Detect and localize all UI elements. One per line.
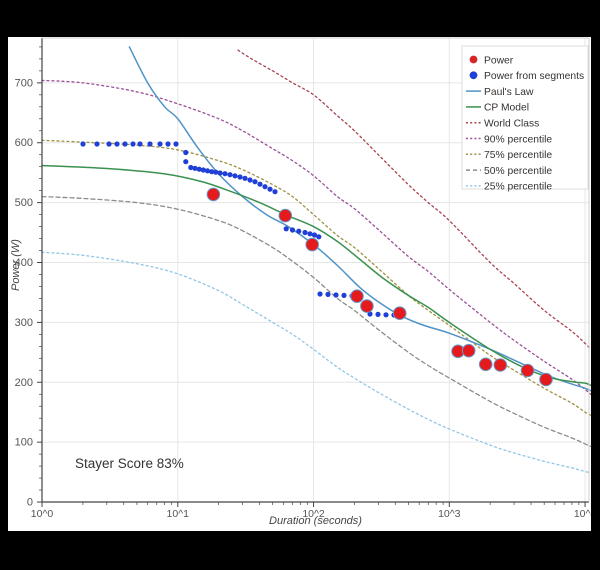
svg-text:75% percentile: 75% percentile xyxy=(484,150,552,161)
svg-text:25% percentile: 25% percentile xyxy=(484,182,552,193)
svg-text:0: 0 xyxy=(27,497,33,509)
svg-text:10^0: 10^0 xyxy=(31,508,54,520)
svg-text:World Class: World Class xyxy=(484,119,539,130)
svg-text:Paul's Law: Paul's Law xyxy=(484,87,534,98)
svg-text:500: 500 xyxy=(15,197,33,209)
svg-text:700: 700 xyxy=(15,77,33,89)
svg-text:Duration (seconds): Duration (seconds) xyxy=(269,515,362,527)
svg-text:100: 100 xyxy=(15,437,33,449)
svg-text:300: 300 xyxy=(15,317,33,329)
svg-text:10^1: 10^1 xyxy=(167,508,190,520)
svg-text:600: 600 xyxy=(15,137,33,149)
svg-text:200: 200 xyxy=(15,377,33,389)
svg-text:50% percentile: 50% percentile xyxy=(484,166,552,177)
svg-text:Stayer Score 83%: Stayer Score 83% xyxy=(75,456,184,471)
svg-text:90% percentile: 90% percentile xyxy=(484,134,552,145)
svg-text:10^4: 10^4 xyxy=(574,508,591,520)
svg-text:Power (W): Power (W) xyxy=(10,239,22,291)
svg-text:Power from segments: Power from segments xyxy=(484,71,584,82)
svg-text:CP Model: CP Model xyxy=(484,103,529,114)
svg-text:10^3: 10^3 xyxy=(438,508,461,520)
svg-text:Power: Power xyxy=(484,55,514,66)
